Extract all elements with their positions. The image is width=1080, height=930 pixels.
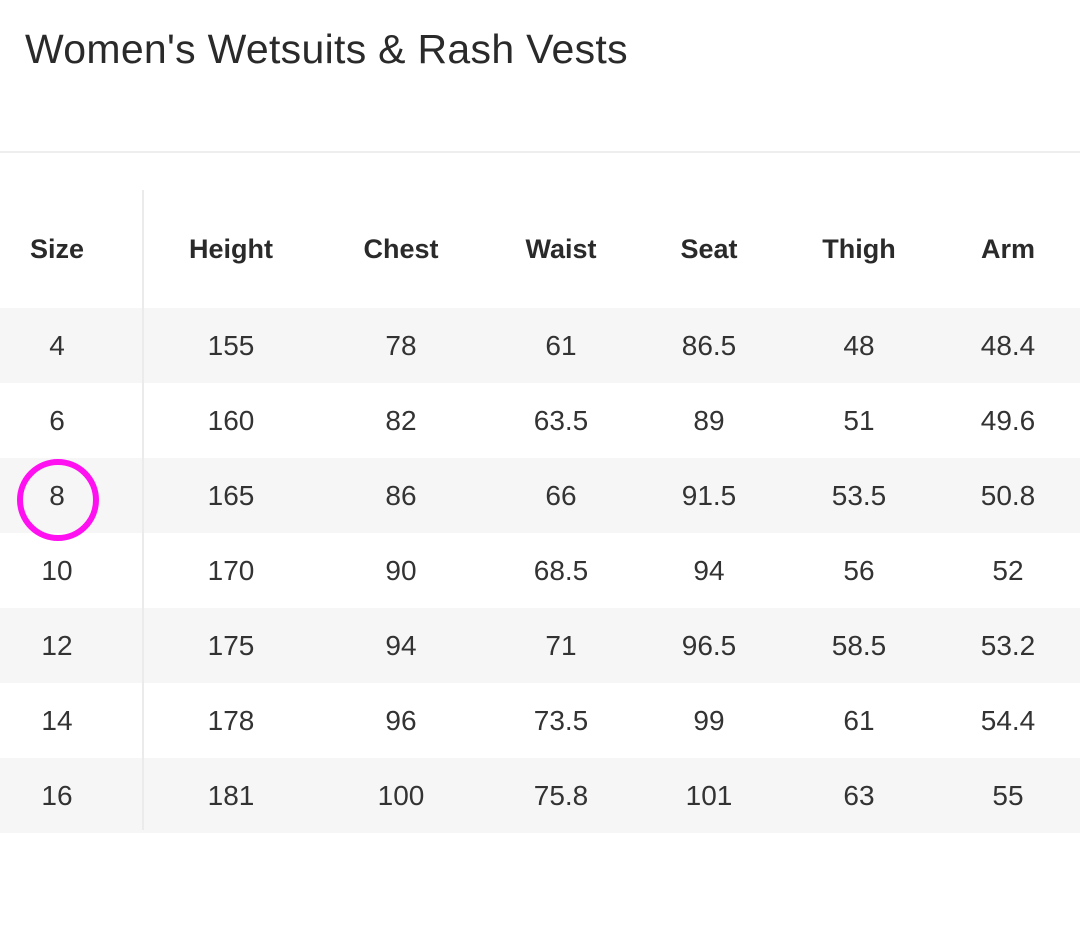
page-title: Women's Wetsuits & Rash Vests <box>25 26 628 72</box>
table-cell: 96 <box>385 704 417 736</box>
table-cell: 14 <box>41 704 73 736</box>
table-cell: 51 <box>843 404 875 436</box>
table-cell: 58.5 <box>831 629 887 661</box>
table-row: 8 165 86 66 91.5 53.5 50.8 <box>0 458 1080 533</box>
table-cell: 53.2 <box>980 629 1036 661</box>
table-cell: 49.6 <box>980 404 1036 436</box>
table-cell: 48.4 <box>980 329 1036 361</box>
table-cell: 86.5 <box>681 329 737 361</box>
table-cell: 56 <box>843 554 875 586</box>
table-cell: 155 <box>207 329 255 361</box>
column-header: Size <box>29 233 85 264</box>
table-row: 4 155 78 61 86.5 48 48.4 <box>0 308 1080 383</box>
table-cell: 61 <box>545 329 577 361</box>
table-cell: 86 <box>385 479 417 511</box>
table-cell: 68.5 <box>533 554 589 586</box>
table-cell: 82 <box>385 404 417 436</box>
table-cell: 100 <box>377 779 425 811</box>
table-cell: 170 <box>207 554 255 586</box>
table-row: 12 175 94 71 96.5 58.5 53.2 <box>0 608 1080 683</box>
table-cell: 101 <box>685 779 733 811</box>
column-header: Thigh <box>822 233 896 264</box>
table-cell: 10 <box>41 554 73 586</box>
table-cell: 91.5 <box>681 479 737 511</box>
column-header: Chest <box>363 233 439 264</box>
column-header: Seat <box>680 233 738 264</box>
column-header: Waist <box>525 233 597 264</box>
table-row: 10 170 90 68.5 94 56 52 <box>0 533 1080 608</box>
table-cell: 12 <box>41 629 73 661</box>
table-cell: 75.8 <box>533 779 589 811</box>
table-cell: 4 <box>49 329 65 361</box>
table-cell: 71 <box>545 629 577 661</box>
table-cell: 52 <box>992 554 1024 586</box>
table-row: 6 160 82 63.5 89 51 49.6 <box>0 383 1080 458</box>
table-cell: 55 <box>992 779 1024 811</box>
table-cell: 160 <box>207 404 255 436</box>
table-cell: 6 <box>49 404 65 436</box>
header-row: Size Height Chest Waist Seat Thigh Arm <box>0 190 1080 308</box>
table-row: 16 181 100 75.8 101 63 55 <box>0 758 1080 833</box>
table-cell: 16 <box>41 779 73 811</box>
table-cell: 94 <box>385 629 417 661</box>
table-cell: 50.8 <box>980 479 1036 511</box>
table-cell: 78 <box>385 329 417 361</box>
table-cell: 96.5 <box>681 629 737 661</box>
table-cell: 73.5 <box>533 704 589 736</box>
divider <box>0 151 1080 153</box>
table-cell: 90 <box>385 554 417 586</box>
highlight-circle <box>17 459 99 541</box>
table-cell: 165 <box>207 479 255 511</box>
column-header: Height <box>189 233 273 264</box>
table-cell: 54.4 <box>980 704 1036 736</box>
table-cell: 175 <box>207 629 255 661</box>
size-chart-table: Size Height Chest Waist Seat Thigh Arm 4 155 78 61… <box>0 190 1080 833</box>
table-cell: 94 <box>693 554 725 586</box>
table-cell: 178 <box>207 704 255 736</box>
table-cell: 53.5 <box>831 479 887 511</box>
table-cell: 181 <box>207 779 255 811</box>
table-cell: 61 <box>843 704 875 736</box>
table-cell: 48 <box>843 329 875 361</box>
table-cell: 89 <box>693 404 725 436</box>
table-cell: 63 <box>843 779 875 811</box>
table-cell: 99 <box>693 704 725 736</box>
table-cell: 66 <box>545 479 577 511</box>
column-divider <box>142 190 144 830</box>
table-row: 14 178 96 73.5 99 61 54.4 <box>0 683 1080 758</box>
column-header: Arm <box>980 233 1035 264</box>
table-cell: 63.5 <box>533 404 589 436</box>
